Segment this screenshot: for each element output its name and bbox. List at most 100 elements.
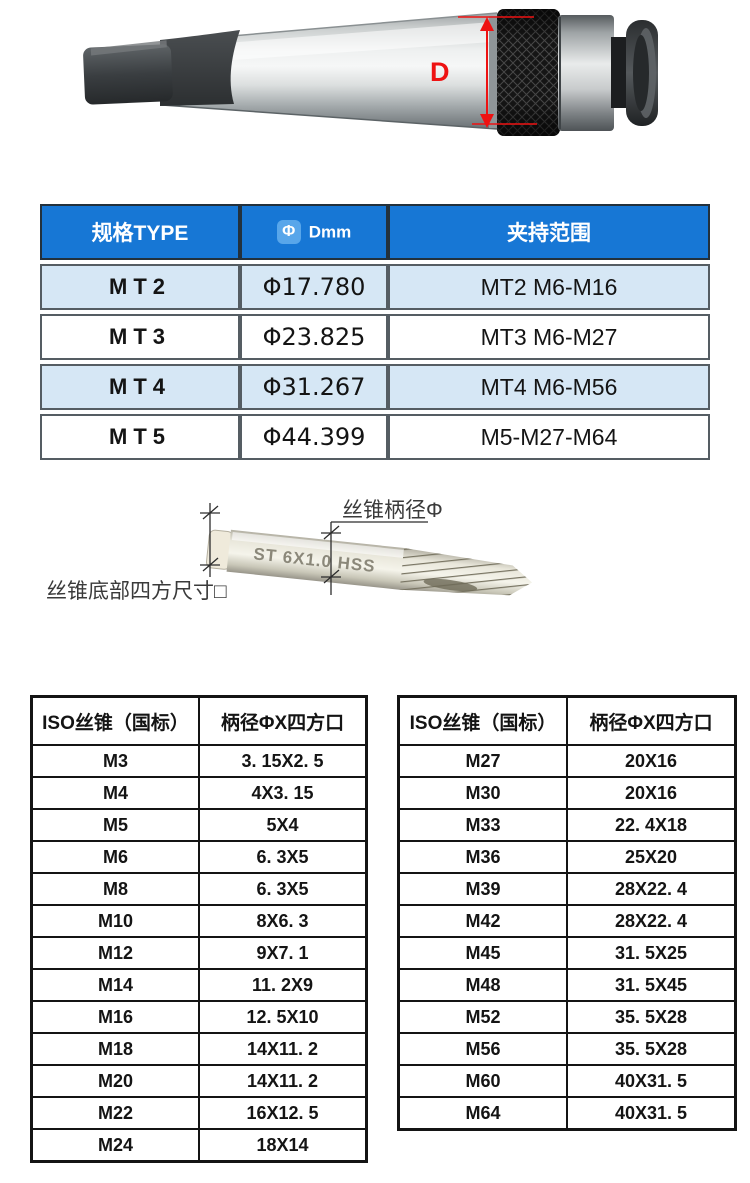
iso-row: M56 35. 5X28 (397, 1032, 737, 1066)
spec-row: MT4 Φ31.267 MT4 M6-M56 (40, 364, 710, 410)
spec-header-dmm: Dmm (308, 222, 352, 242)
spec-table: 规格TYPE Φ Dmm 夹持范围 MT2 Φ17.780 MT2 M6-M16 … (40, 200, 710, 464)
iso-tap-cell: M36 (397, 840, 568, 874)
iso-row: M24 18X14 (30, 1128, 368, 1163)
iso-size-cell: 28X22. 4 (566, 872, 737, 906)
iso-row: M45 31. 5X25 (397, 936, 737, 970)
spec-type-cell: MT2 (40, 264, 240, 310)
spec-header-range: 夹持范围 (388, 204, 710, 260)
iso-size-cell: 16X12. 5 (198, 1096, 368, 1130)
spec-row: MT3 Φ23.825 MT3 M6-M27 (40, 314, 710, 360)
iso-tables: ISO丝锥（国标） 柄径ΦX四方口 M3 3. 15X2. 5 M4 4X3. … (30, 695, 740, 1163)
arbor-tang (83, 40, 173, 105)
iso-row: M27 20X16 (397, 744, 737, 778)
iso-tap-cell: M18 (30, 1032, 200, 1066)
iso-size-cell: 14X11. 2 (198, 1064, 368, 1098)
spec-range-cell: MT2 M6-M16 (388, 264, 710, 310)
iso-row: M6 6. 3X5 (30, 840, 368, 874)
iso-row: M5 5X4 (30, 808, 368, 842)
iso-tap-cell: M39 (397, 872, 568, 906)
iso-tap-cell: M52 (397, 1000, 568, 1034)
iso-tap-cell: M8 (30, 872, 200, 906)
iso-row: M48 31. 5X45 (397, 968, 737, 1002)
iso-tap-cell: M4 (30, 776, 200, 810)
knurled-ring (489, 9, 560, 136)
iso-size-cell: 12. 5X10 (198, 1000, 368, 1034)
iso-size-cell: 31. 5X45 (566, 968, 737, 1002)
label-shank-diameter: 丝锥柄径Φ (342, 499, 443, 522)
iso-table-left: ISO丝锥（国标） 柄径ΦX四方口 M3 3. 15X2. 5 M4 4X3. … (30, 695, 368, 1163)
iso-row: M4 4X3. 15 (30, 776, 368, 810)
iso-size-cell: 40X31. 5 (566, 1064, 737, 1098)
iso-size-cell: 31. 5X25 (566, 936, 737, 970)
iso-size-cell: 18X14 (198, 1128, 368, 1163)
iso-left-header-size: 柄径ΦX四方口 (198, 695, 368, 746)
iso-left-header-row: ISO丝锥（国标） 柄径ΦX四方口 (30, 695, 368, 746)
spec-range-cell: MT3 M6-M27 (388, 314, 710, 360)
iso-size-cell: 40X31. 5 (566, 1096, 737, 1131)
spec-header-diameter: Φ Dmm (240, 204, 388, 260)
iso-row: M36 25X20 (397, 840, 737, 874)
spec-row: MT2 Φ17.780 MT2 M6-M16 (40, 264, 710, 310)
iso-tap-cell: M24 (30, 1128, 200, 1163)
collar-ring (558, 15, 614, 131)
shank-dimension-lines (321, 521, 428, 595)
arrow-down-icon (480, 114, 494, 128)
iso-tap-cell: M14 (30, 968, 200, 1002)
spec-diameter-cell: Φ17.780 (240, 264, 388, 310)
iso-tap-cell: M20 (30, 1064, 200, 1098)
iso-row: M8 6. 3X5 (30, 872, 368, 906)
iso-size-cell: 5X4 (198, 808, 368, 842)
iso-row: M18 14X11. 2 (30, 1032, 368, 1066)
iso-left-header-tap: ISO丝锥（国标） (30, 695, 200, 746)
iso-tap-cell: M42 (397, 904, 568, 938)
spec-type-cell: MT4 (40, 364, 240, 410)
spec-diameter-cell: Φ23.825 (240, 314, 388, 360)
iso-tap-cell: M5 (30, 808, 200, 842)
iso-tap-cell: M16 (30, 1000, 200, 1034)
tap-shank (226, 529, 407, 591)
tap-diagram: ST 6X1.0 HSS 丝锥柄径Φ 丝锥底部四方尺寸□ (46, 499, 535, 604)
iso-size-cell: 20X16 (566, 744, 737, 778)
iso-size-cell: 6. 3X5 (198, 840, 368, 874)
iso-size-cell: 14X11. 2 (198, 1032, 368, 1066)
spec-header-row: 规格TYPE Φ Dmm 夹持范围 (40, 204, 710, 260)
arrow-up-icon (480, 17, 494, 31)
label-square-size: 丝锥底部四方尺寸□ (46, 580, 227, 603)
iso-tap-cell: M64 (397, 1096, 568, 1131)
iso-size-cell: 8X6. 3 (198, 904, 368, 938)
iso-row: M14 11. 2X9 (30, 968, 368, 1002)
iso-size-cell: 4X3. 15 (198, 776, 368, 810)
square-dimension-lines (200, 503, 220, 577)
iso-tap-cell: M56 (397, 1032, 568, 1066)
iso-tap-cell: M10 (30, 904, 200, 938)
spec-diameter-cell: Φ44.399 (240, 414, 388, 460)
iso-left-body: M3 3. 15X2. 5 M4 4X3. 15 M5 5X4 M6 (30, 744, 368, 1163)
spec-range-cell: M5-M27-M64 (388, 414, 710, 460)
iso-row: M42 28X22. 4 (397, 904, 737, 938)
iso-right-header-row: ISO丝锥（国标） 柄径ΦX四方口 (397, 695, 737, 746)
iso-row: M22 16X12. 5 (30, 1096, 368, 1130)
spec-table-body: MT2 Φ17.780 MT2 M6-M16 MT3 Φ23.825 MT3 M… (40, 264, 710, 460)
iso-size-cell: 9X7. 1 (198, 936, 368, 970)
iso-tap-cell: M12 (30, 936, 200, 970)
spec-row: MT5 Φ44.399 M5-M27-M64 (40, 414, 710, 460)
iso-table-right: ISO丝锥（国标） 柄径ΦX四方口 M27 20X16 M30 20X16 (397, 695, 737, 1131)
iso-size-cell: 28X22. 4 (566, 904, 737, 938)
iso-row: M3 3. 15X2. 5 (30, 744, 368, 778)
iso-row: M52 35. 5X28 (397, 1000, 737, 1034)
iso-size-cell: 22. 4X18 (566, 808, 737, 842)
iso-row: M16 12. 5X10 (30, 1000, 368, 1034)
iso-tap-cell: M3 (30, 744, 200, 778)
spec-diameter-cell: Φ31.267 (240, 364, 388, 410)
iso-size-cell: 20X16 (566, 776, 737, 810)
iso-tap-cell: M22 (30, 1096, 200, 1130)
iso-row: M30 20X16 (397, 776, 737, 810)
iso-size-cell: 35. 5X28 (566, 1000, 737, 1034)
tap-body: ST 6X1.0 HSS (205, 529, 535, 604)
arbor-shank (161, 12, 498, 130)
iso-row: M33 22. 4X18 (397, 808, 737, 842)
phi-icon: Φ (276, 220, 301, 245)
iso-tap-cell: M27 (397, 744, 568, 778)
